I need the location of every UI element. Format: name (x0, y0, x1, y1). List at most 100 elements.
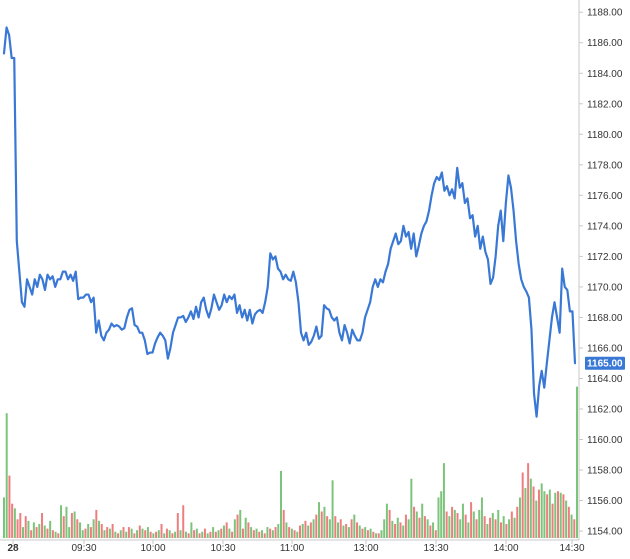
volume-bar (301, 523, 304, 538)
volume-bar (491, 513, 494, 538)
volume-bar (331, 480, 334, 538)
volume-bar (540, 483, 543, 538)
volume-bar (27, 520, 30, 538)
volume-bar (38, 523, 41, 538)
volume-bar (24, 516, 27, 538)
volume-bar (573, 519, 576, 538)
volume-bar (334, 516, 337, 538)
volume-bar (241, 528, 244, 538)
volume-bar (296, 531, 299, 538)
volume-bar (92, 519, 95, 538)
volume-bar (480, 497, 483, 538)
volume-bar (399, 522, 402, 538)
volume-bar (108, 528, 111, 538)
volume-bar (198, 533, 201, 538)
volume-bar (388, 509, 391, 538)
y-tick-label: 1176.00 (587, 191, 623, 202)
volume-bar (372, 531, 375, 538)
volume-bar (562, 494, 565, 538)
y-tick-label: 1160.00 (587, 435, 623, 446)
volume-bar (516, 506, 519, 538)
y-tick-label: 1162.00 (587, 405, 623, 416)
volume-bar (364, 527, 367, 538)
y-tick-label: 1178.00 (587, 160, 623, 171)
volume-bar (239, 509, 242, 538)
volume-bar (328, 519, 331, 538)
volume-bar (41, 513, 44, 538)
volume-bar (171, 533, 174, 538)
volume-bar (46, 528, 49, 538)
volume-bar (244, 517, 247, 538)
y-tick-label: 1170.00 (587, 282, 623, 293)
volume-bar (304, 520, 307, 538)
volume-bar (13, 508, 16, 538)
volume-bar (201, 531, 204, 538)
volume-bar (269, 528, 272, 538)
volume-bar (222, 525, 225, 538)
volume-bar (418, 517, 421, 538)
volume-bar (5, 413, 8, 538)
volume-bar (426, 519, 429, 538)
volume-bar (279, 470, 282, 538)
volume-bar (483, 516, 486, 538)
volume-bar (494, 519, 497, 538)
volume-bar (184, 531, 187, 538)
volume-bar (385, 503, 388, 538)
volume-bar (472, 511, 475, 538)
volume-bar (345, 523, 348, 538)
volume-bar (307, 525, 310, 538)
volume-bar (144, 530, 147, 538)
x-tick-label: 10:00 (140, 543, 165, 554)
volume-bar (84, 528, 87, 538)
x-tick-label: 14:30 (559, 543, 584, 554)
volume-bar (288, 527, 291, 538)
volume-bar (16, 519, 19, 538)
volume-bar (535, 500, 538, 538)
last-price-marker: 1165.00 (585, 356, 625, 370)
x-tick-label: 28 (7, 543, 19, 554)
volume-bar (111, 523, 114, 538)
volume-bar (98, 520, 101, 538)
volume-bar (546, 494, 549, 538)
volume-bar (271, 530, 274, 538)
volume-bar (32, 522, 35, 538)
volume-bar (318, 502, 321, 538)
volume-bar (3, 497, 5, 538)
volume-bar (402, 525, 405, 538)
volume-bar (347, 527, 350, 538)
volume-bar (404, 514, 407, 538)
volume-bar (565, 500, 568, 538)
volume-bar (73, 511, 76, 538)
volume-bar (510, 511, 513, 538)
volume-bar (263, 533, 266, 538)
y-axis-ticks: 1188.00 1186.00 1184.00 1182.00 1180.00 1178.… (579, 8, 623, 538)
volume-bar (95, 509, 98, 538)
volume-bar (51, 530, 54, 538)
y-tick-label: 1166.00 (587, 343, 623, 354)
volume-bar (453, 509, 456, 538)
x-tick-label: 11:00 (280, 543, 305, 554)
volume-bar (548, 489, 551, 538)
volume-bar (236, 514, 239, 538)
y-tick-label: 1182.00 (587, 99, 623, 110)
price-line (2, 26, 577, 418)
volume-bar (339, 519, 342, 538)
volume-bar (130, 528, 133, 538)
volume-bar (155, 531, 158, 538)
volume-bar (442, 463, 445, 538)
volume-bar (62, 516, 65, 538)
volume-bar (258, 531, 261, 538)
volume-bar (559, 492, 562, 538)
volume-bar (212, 527, 215, 538)
volume-bar (160, 523, 163, 538)
volume-bar (274, 527, 277, 538)
volume-bar (429, 525, 432, 538)
volume-bar (434, 530, 437, 538)
volume-bar (125, 531, 128, 538)
y-tick-label: 1158.00 (587, 466, 623, 477)
volume-bar (356, 522, 359, 538)
volume-bar (464, 514, 467, 538)
volume-bar (228, 528, 231, 538)
volume-bar (537, 489, 540, 538)
